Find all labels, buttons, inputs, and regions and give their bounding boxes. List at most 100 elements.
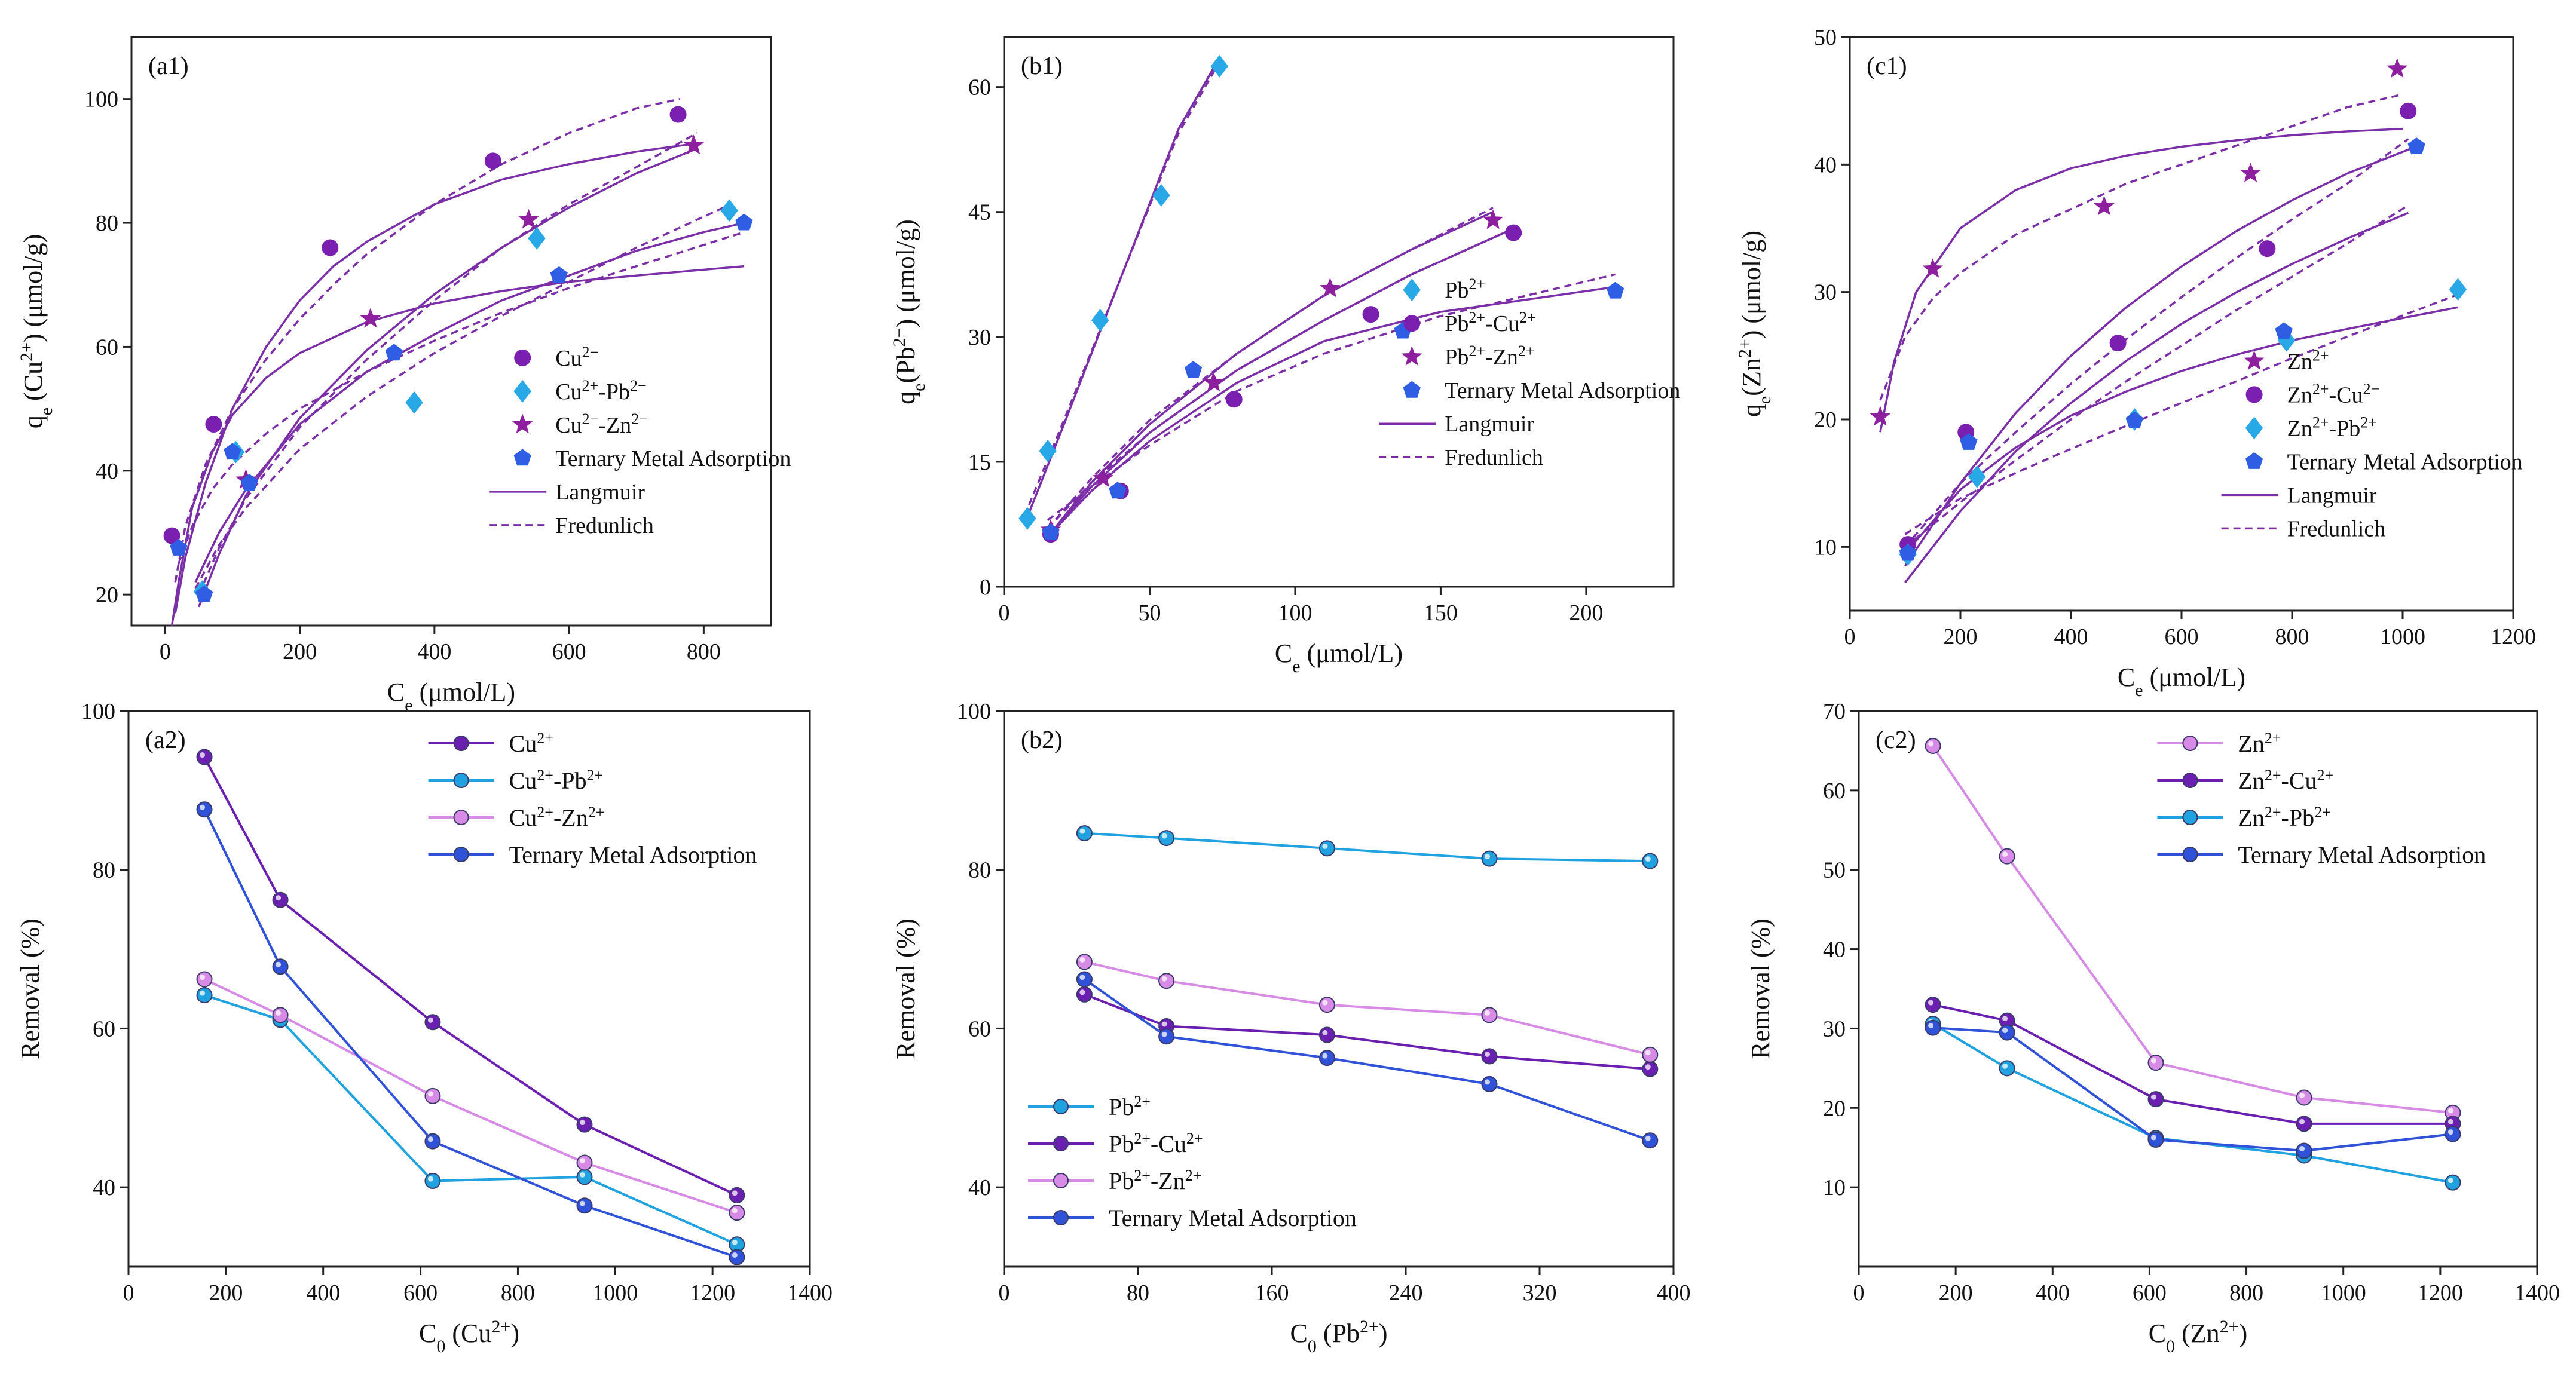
legend-item: Ternary Metal Adsorption (1403, 378, 1680, 403)
legend-swatch-marker (512, 413, 533, 434)
x-axis-label: Ce (μmol/L) (2118, 663, 2245, 700)
x-tick-label: 1400 (2514, 1280, 2560, 1306)
y-tick-label: 70 (1823, 699, 1846, 724)
legend-label: Langmuir (2287, 483, 2377, 508)
x-tick-label: 160 (1255, 1280, 1289, 1306)
x-tick-label: 600 (2165, 624, 2199, 649)
x-tick-label: 200 (1944, 624, 1978, 649)
data-point-highlight (1161, 1031, 1167, 1037)
data-point (2259, 240, 2276, 258)
legend-label: Cu2+ (509, 730, 553, 758)
panel-b1: 0 50 100 150 200 0 15 30 45 60 (b1) Ce (μmol/L) qe(P… (889, 36, 1680, 676)
x-tick-label: 400 (1657, 1280, 1691, 1306)
y-tick-label: 10 (1823, 1175, 1846, 1200)
data-point (170, 539, 188, 556)
data-point (360, 308, 381, 328)
langmuir-curve (1904, 144, 2420, 567)
data-point-highlight (579, 1120, 585, 1126)
data-point-highlight (1645, 1064, 1651, 1070)
y-tick-label: 50 (1814, 25, 1837, 50)
legend-label: Pb2+-Zn2+ (1445, 342, 1534, 370)
x-tick-label: 80 (1127, 1280, 1149, 1306)
x-tick-label: 100 (1278, 600, 1312, 626)
data-point-highlight (200, 975, 206, 980)
series-line (203, 756, 738, 1197)
legend-item: Ternary Metal Adsorption (2245, 449, 2523, 474)
data-point (2278, 329, 2296, 352)
legend-label: Pb2+-Cu2+ (1109, 1130, 1203, 1158)
legend-swatch-marker (1401, 346, 1422, 366)
data-point (1925, 737, 1941, 754)
data-point (1184, 361, 1203, 378)
data-point-highlight (2447, 1178, 2453, 1184)
y-tick-label: 60 (968, 1016, 991, 1041)
freundlich-curve (1879, 93, 2403, 401)
legend-swatch-marker (2245, 416, 2263, 440)
y-axis-label: qe (Cu2+) (μmol/g) (17, 234, 56, 428)
data-point (1109, 482, 1127, 499)
x-tick-label: 1400 (787, 1280, 833, 1306)
freundlich-curve (1047, 273, 1616, 521)
data-point (1318, 1026, 1335, 1043)
legend-label: Pb2+-Zn2+ (1109, 1167, 1201, 1195)
data-point-highlight (1485, 1051, 1490, 1057)
panel-label: (a1) (148, 53, 189, 80)
legend-label: Ternary Metal Adsorption (1109, 1205, 1357, 1231)
data-point (424, 1133, 441, 1150)
legend-item: Pb2+-Cu2+ (1403, 309, 1536, 336)
y-tick-label: 10 (1814, 535, 1837, 560)
data-point (729, 1205, 745, 1221)
y-tick-label: 40 (96, 459, 118, 484)
data-point (424, 1087, 441, 1104)
y-tick-label: 40 (93, 1175, 115, 1200)
x-axis-label: Ce (μmol/L) (1275, 639, 1403, 676)
fit-curves (170, 97, 745, 626)
legend-label: Ternary Metal Adsorption (1445, 378, 1680, 403)
y-axis-label: Removal (%) (16, 918, 45, 1059)
legend-item: Zn2+-Pb2+ (2245, 413, 2377, 441)
data-point (2296, 1089, 2312, 1106)
data-point (729, 1249, 745, 1265)
legend-label: Zn2+ (2238, 730, 2281, 758)
data-point-highlight (1161, 833, 1167, 839)
data-point (1999, 1060, 2015, 1077)
data-point (2445, 1174, 2461, 1191)
series-0 (1076, 825, 1659, 869)
x-tick-label: 50 (1138, 600, 1161, 626)
x-tick-label: 800 (2275, 624, 2309, 649)
data-point (2147, 1091, 2164, 1108)
y-tick-label: 100 (84, 87, 118, 112)
x-tick-label: 1200 (2491, 624, 2536, 649)
legend-label: Zn2+ (2287, 347, 2329, 375)
data-point-highlight (1928, 741, 1934, 747)
data-point (196, 749, 213, 765)
data-point (1018, 507, 1036, 530)
y-tick-label: 60 (968, 75, 991, 100)
data-point (1960, 433, 1978, 450)
data-point-highlight (276, 1010, 282, 1016)
data-point-highlight (427, 1017, 433, 1023)
legend-swatch-marker (453, 810, 469, 825)
x-tick-label: 800 (501, 1280, 535, 1306)
data-point (424, 1173, 441, 1190)
legend: Zn2+ Zn2+-Cu2− Zn2+-Pb2+ Ternary Metal Adso… (2221, 347, 2523, 541)
data-point-highlight (1485, 1079, 1490, 1085)
data-point (205, 416, 222, 433)
langmuir-curve (170, 265, 745, 626)
series-3 (170, 213, 753, 602)
x-tick-label: 200 (1569, 600, 1603, 626)
data-point (1999, 848, 2015, 865)
data-point-highlight (2150, 1094, 2156, 1100)
plot-frame (127, 710, 811, 1268)
data-point-highlight (2002, 1028, 2008, 1034)
legend-item: Ternary Metal Adsorption (1028, 1205, 1357, 1231)
legend-label: Ternary Metal Adsorption (2238, 841, 2486, 868)
data-point (1318, 840, 1335, 857)
y-tick-label: 80 (93, 858, 115, 883)
y-tick-label: 20 (1823, 1096, 1846, 1121)
legend-swatch-marker (453, 736, 469, 751)
legend-label: Langmuir (555, 480, 645, 505)
series-line (1084, 978, 1651, 1142)
legend-swatch-marker (1053, 1099, 1069, 1114)
data-point-highlight (1161, 1021, 1167, 1027)
